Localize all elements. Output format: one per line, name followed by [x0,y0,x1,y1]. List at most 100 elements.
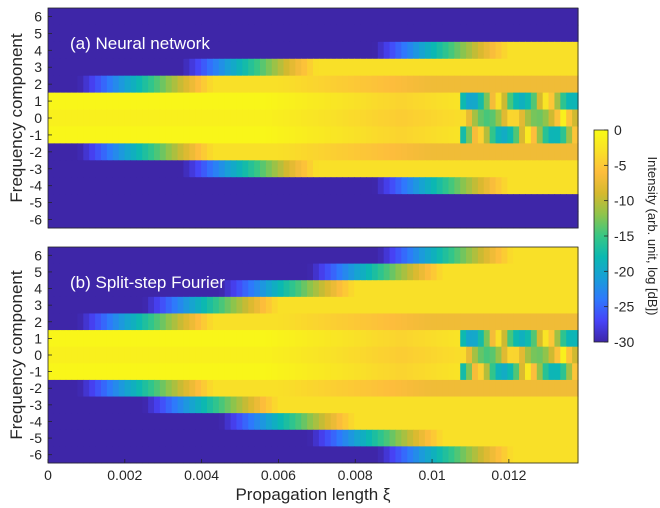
heatmap-cell [430,263,438,281]
heatmap-cell [530,363,538,381]
heatmap-cell [283,396,291,414]
heatmap-cell [277,126,285,144]
heatmap-cell [142,296,149,314]
heatmap-cell [307,296,314,314]
heatmap-cell [260,8,267,26]
heatmap-cell [83,75,90,94]
heatmap-row [48,396,579,414]
heatmap-cell [195,363,202,381]
heatmap-cell [560,8,567,26]
heatmap-cell [277,280,285,298]
heatmap-cell [401,429,408,447]
heatmap-row [48,263,579,281]
heatmap-cell [395,41,402,60]
heatmap-cell [342,160,349,178]
heatmap-cell [95,211,102,229]
heatmap-cell [59,263,67,281]
heatmap-cell [224,8,232,26]
heatmap-cell [407,330,414,348]
heatmap-cell [371,143,379,161]
heatmap-cell [383,363,391,381]
heatmap-cell [177,177,185,195]
heatmap-cell [148,41,155,60]
heatmap-cell [389,126,397,144]
heatmap-cell [283,330,291,348]
heatmap-cell [548,330,556,348]
heatmap-cell [212,160,220,178]
heatmap-cell [277,58,285,77]
heatmap-cell [142,330,149,348]
heatmap-cell [530,247,538,265]
heatmap-cell [260,177,267,195]
heatmap-cell [330,41,338,60]
heatmap-cell [318,396,326,414]
heatmap-cell [530,446,538,464]
heatmap-cell [342,429,349,447]
heatmap-cell [89,346,96,364]
heatmap-cell [248,280,255,298]
heatmap-cell [89,160,96,178]
heatmap-cell [260,280,267,298]
heatmap-cell [377,413,385,431]
heatmap-cell [507,194,514,212]
heatmap-cell [483,41,491,60]
heatmap-cell [148,177,155,195]
heatmap-cell [265,263,273,281]
heatmap-cell [265,92,273,110]
heatmap-cell [519,143,526,161]
heatmap-cell [106,24,114,43]
heatmap-cell [413,396,420,414]
heatmap-cell [242,109,249,127]
heatmap-cell [318,75,326,94]
heatmap-cell [195,379,202,397]
heatmap-cell [224,413,232,431]
heatmap-cell [301,109,308,127]
heatmap-cell [466,8,473,26]
heatmap-cell [348,446,355,464]
heatmap-cell [413,24,420,43]
heatmap-cell [436,280,444,298]
heatmap-cell [377,379,385,397]
heatmap-cell [519,330,526,348]
heatmap-cell [207,92,214,110]
heatmap-cell [424,363,432,381]
heatmap-cell [472,247,479,265]
heatmap-cell [560,41,567,60]
heatmap-cell [101,75,108,94]
heatmap-cell [424,109,432,127]
x-tick-label: 0 [44,467,52,483]
heatmap-cell [466,126,473,144]
heatmap-cell [89,143,96,161]
heatmap-cell [560,24,567,43]
heatmap-cell [366,109,373,127]
heatmap-cell [483,126,491,144]
heatmap-cell [124,211,132,229]
heatmap-cell [218,346,226,364]
heatmap-cell [201,280,208,298]
heatmap-cell [383,296,391,314]
heatmap-cell [330,109,338,127]
heatmap-cell [483,109,491,127]
heatmap-cell [460,263,467,281]
heatmap-cell [201,92,208,110]
heatmap-cell [142,75,149,94]
heatmap-cell [124,160,132,178]
heatmap-cell [65,126,73,144]
heatmap-cell [106,313,114,331]
heatmap-cell [360,363,367,381]
heatmap-cell [159,75,167,94]
heatmap-cell [313,177,320,195]
heatmap-cell [489,313,497,331]
heatmap-cell [65,296,73,314]
heatmap-cell [265,313,273,331]
heatmap-cell [495,8,503,26]
heatmap-cell [59,429,67,447]
heatmap-cell [424,346,432,364]
heatmap-cell [118,429,126,447]
heatmap-cell [472,24,479,43]
heatmap-cell [165,413,173,431]
heatmap-cell [536,177,544,195]
heatmap-cell [424,396,432,414]
heatmap-cell [112,75,120,94]
heatmap-cell [360,346,367,364]
